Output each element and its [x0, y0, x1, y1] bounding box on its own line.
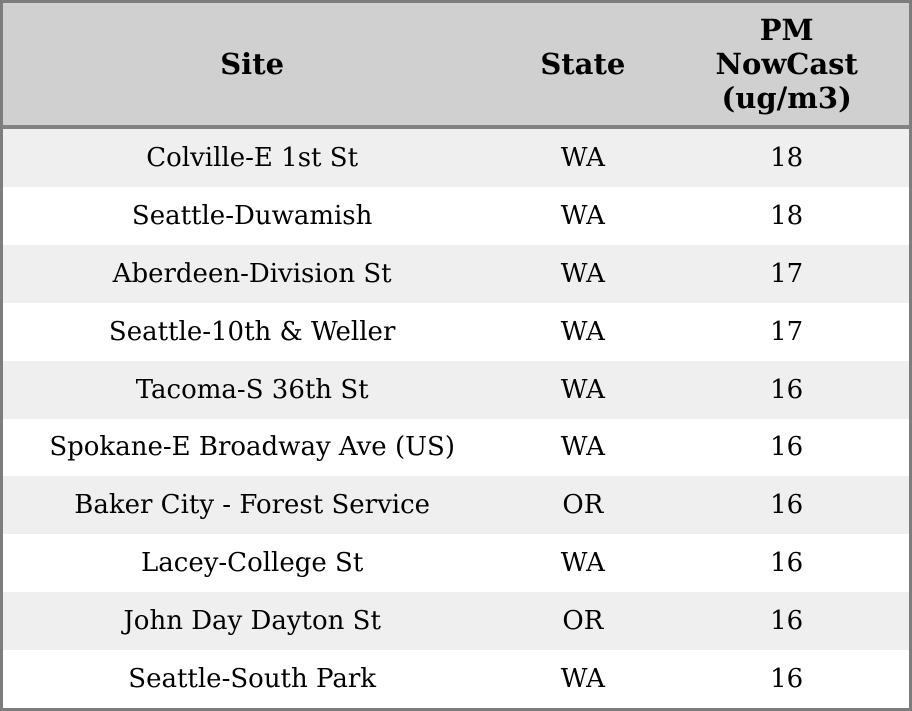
state-cell: WA — [560, 316, 605, 347]
pm-value-cell: 16 — [770, 664, 804, 695]
pm-value-cell: 16 — [770, 432, 804, 463]
state-cell: WA — [560, 664, 605, 695]
site-cell: Tacoma-S 36th St — [135, 374, 369, 405]
table-header-row: Site State PM NowCast (ug/m3) — [3, 3, 909, 129]
table-row: Seattle-10th & Weller WA 17 — [3, 302, 909, 361]
pm-value-cell: 18 — [770, 142, 804, 173]
site-cell: Seattle-Duwamish — [131, 200, 373, 231]
table-row: John Day Dayton St OR 16 — [3, 592, 909, 651]
pm-value-cell: 16 — [770, 490, 804, 521]
pm-header-line-1: PM — [759, 12, 814, 47]
state-cell: WA — [560, 258, 605, 289]
column-header-pm-nowcast: PM NowCast (ug/m3) — [664, 13, 909, 116]
table-row: Aberdeen-Division St WA 17 — [3, 244, 909, 303]
site-cell: Baker City - Forest Service — [74, 490, 431, 521]
table-row: Colville-E 1st St WA 18 — [3, 129, 909, 187]
state-cell: OR — [562, 606, 604, 637]
site-cell: John Day Dayton St — [123, 606, 381, 637]
site-cell: Aberdeen-Division St — [112, 258, 392, 289]
state-cell: OR — [562, 490, 604, 521]
pm-value-cell: 17 — [770, 258, 804, 289]
pm-value-cell: 16 — [770, 548, 804, 579]
column-header-site: Site — [220, 47, 285, 81]
site-cell: Lacey-College St — [140, 548, 364, 579]
pm-value-cell: 18 — [770, 200, 804, 231]
table-row: Spokane-E Broadway Ave (US) WA 16 — [3, 418, 909, 477]
state-cell: WA — [560, 432, 605, 463]
pm-value-cell: 17 — [770, 316, 804, 347]
state-cell: WA — [560, 548, 605, 579]
site-cell: Seattle-10th & Weller — [108, 316, 396, 347]
pm-header-line-2: NowCast — [715, 46, 858, 81]
state-cell: WA — [560, 142, 605, 173]
column-header-state: State — [540, 47, 626, 81]
pm-value-cell: 16 — [770, 606, 804, 637]
table-row: Seattle-Duwamish WA 18 — [3, 186, 909, 245]
state-cell: WA — [560, 374, 605, 405]
site-cell: Seattle-South Park — [128, 664, 377, 695]
table-row: Lacey-College St WA 16 — [3, 534, 909, 593]
site-cell: Colville-E 1st St — [146, 142, 359, 173]
table-row: Tacoma-S 36th St WA 16 — [3, 360, 909, 419]
pm-value-cell: 16 — [770, 374, 804, 405]
state-cell: WA — [560, 200, 605, 231]
pm-header-line-3: (ug/m3) — [721, 81, 852, 116]
table-row: Seattle-South Park WA 16 — [3, 650, 909, 709]
table-row: Baker City - Forest Service OR 16 — [3, 476, 909, 535]
site-cell: Spokane-E Broadway Ave (US) — [49, 432, 455, 463]
